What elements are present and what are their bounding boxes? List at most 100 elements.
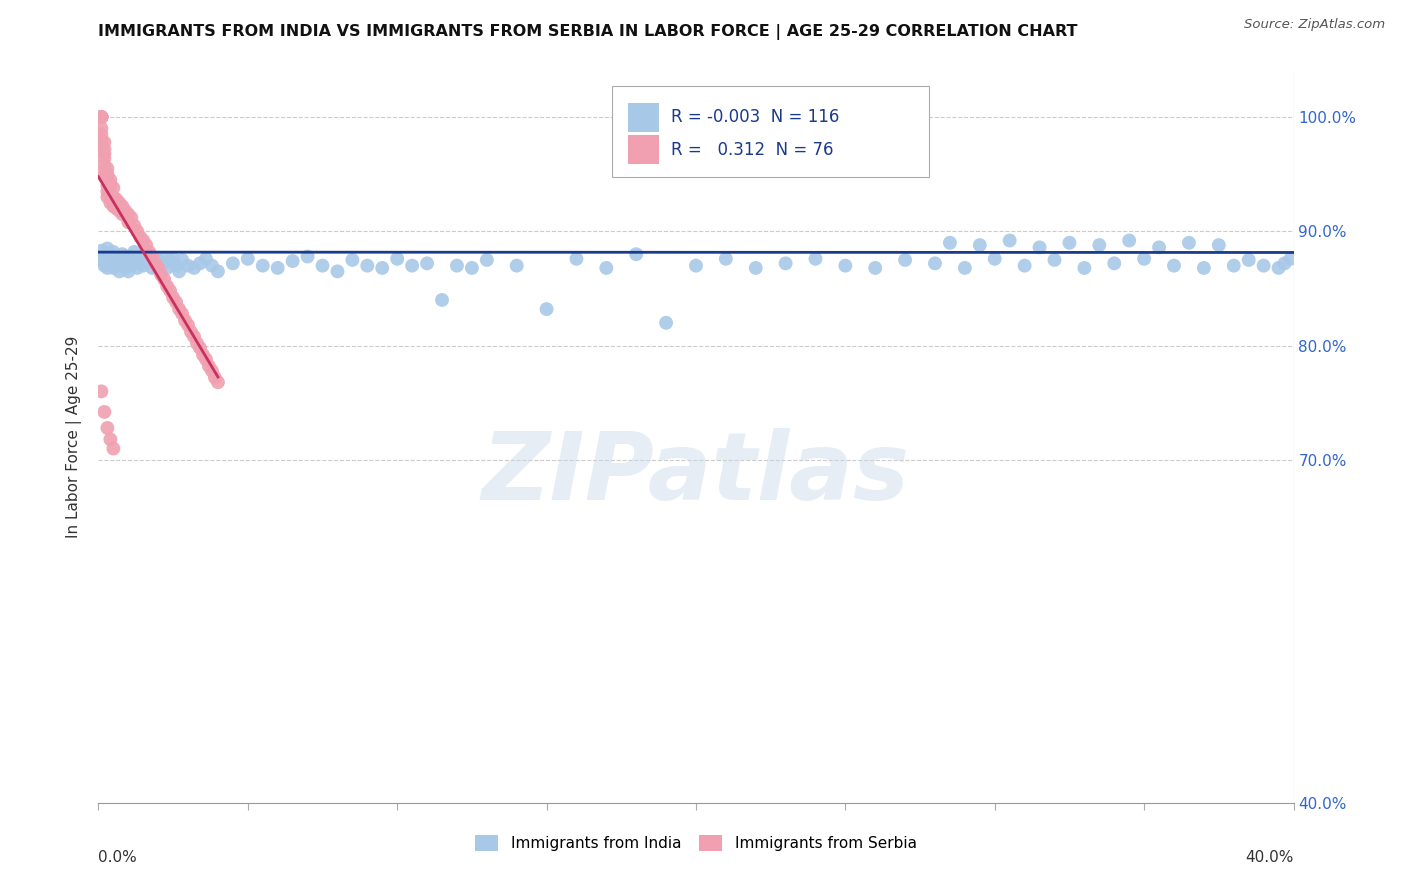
Point xyxy=(93,405,115,419)
Point xyxy=(100,256,122,270)
Point xyxy=(326,264,349,278)
Point xyxy=(174,313,197,327)
Point xyxy=(124,244,146,259)
Point xyxy=(93,250,115,264)
Point xyxy=(90,110,112,124)
Point xyxy=(127,224,149,238)
Point xyxy=(820,110,842,124)
Point xyxy=(401,259,423,273)
Point xyxy=(103,199,125,213)
Point xyxy=(998,234,1021,248)
Point xyxy=(111,247,134,261)
Point xyxy=(1147,240,1170,254)
Point xyxy=(1267,260,1289,275)
Point xyxy=(90,110,112,124)
Point xyxy=(111,199,134,213)
Point xyxy=(180,325,202,339)
Point xyxy=(222,256,245,270)
Point xyxy=(117,264,139,278)
Point xyxy=(281,254,304,268)
Y-axis label: In Labor Force | Age 25-29: In Labor Force | Age 25-29 xyxy=(66,336,83,538)
Point xyxy=(655,316,678,330)
Point xyxy=(111,256,134,270)
Point xyxy=(969,238,991,252)
Point xyxy=(93,142,115,156)
Point xyxy=(114,260,136,275)
Point xyxy=(100,173,122,187)
Point xyxy=(1163,259,1185,273)
Point xyxy=(156,279,179,293)
Point xyxy=(1133,252,1156,266)
Point xyxy=(461,260,484,275)
Point xyxy=(446,259,468,273)
Bar xyxy=(628,135,659,164)
Text: 0.0%: 0.0% xyxy=(98,850,138,865)
Point xyxy=(1088,238,1111,252)
Point xyxy=(90,110,112,124)
Point xyxy=(127,252,149,266)
Point xyxy=(475,252,498,267)
Point xyxy=(191,348,214,362)
Point xyxy=(759,110,782,124)
Point xyxy=(195,352,218,367)
Point xyxy=(356,259,378,273)
Point xyxy=(536,301,558,317)
Point xyxy=(894,252,917,267)
Point xyxy=(430,293,453,307)
Point xyxy=(1073,260,1095,275)
Point xyxy=(120,211,142,225)
Point xyxy=(626,247,648,261)
Point xyxy=(172,307,194,321)
Point xyxy=(117,252,139,267)
Point xyxy=(162,291,184,305)
Point xyxy=(135,254,157,268)
Point xyxy=(207,375,229,389)
Point xyxy=(138,244,160,259)
Point xyxy=(96,178,118,193)
Point xyxy=(506,259,529,273)
Point xyxy=(103,442,125,456)
Point xyxy=(159,284,181,298)
Bar xyxy=(628,103,659,132)
Point xyxy=(148,260,170,275)
Point xyxy=(132,259,155,273)
Point xyxy=(129,256,152,270)
Point xyxy=(775,256,797,270)
Point xyxy=(669,110,692,124)
Point xyxy=(103,252,125,266)
Point xyxy=(172,252,194,267)
Point xyxy=(117,215,139,229)
Text: Source: ZipAtlas.com: Source: ZipAtlas.com xyxy=(1244,18,1385,31)
Text: 40.0%: 40.0% xyxy=(1246,850,1294,865)
Point xyxy=(120,250,142,264)
Point xyxy=(108,264,131,278)
Point xyxy=(195,252,218,266)
Point xyxy=(342,252,364,267)
Point xyxy=(385,252,409,266)
Point xyxy=(201,364,224,378)
Point xyxy=(90,110,112,124)
Text: R = -0.003  N = 116: R = -0.003 N = 116 xyxy=(671,109,839,127)
Point xyxy=(252,259,274,273)
Point xyxy=(148,252,170,267)
Point xyxy=(108,252,131,267)
Point xyxy=(90,110,112,124)
Point xyxy=(138,252,160,266)
Point xyxy=(100,433,122,447)
Point xyxy=(1014,259,1036,273)
Point xyxy=(153,272,176,286)
Point xyxy=(177,259,200,273)
Point xyxy=(416,256,439,270)
Point xyxy=(105,193,128,207)
Point xyxy=(108,195,131,210)
Point xyxy=(207,264,229,278)
Point xyxy=(143,256,166,270)
Point xyxy=(188,256,211,270)
Point xyxy=(595,260,617,275)
Point xyxy=(984,252,1007,266)
Point xyxy=(105,202,128,216)
Point xyxy=(879,110,901,124)
Point xyxy=(93,151,115,165)
Point xyxy=(100,178,122,193)
Legend: Immigrants from India, Immigrants from Serbia: Immigrants from India, Immigrants from S… xyxy=(470,830,922,857)
